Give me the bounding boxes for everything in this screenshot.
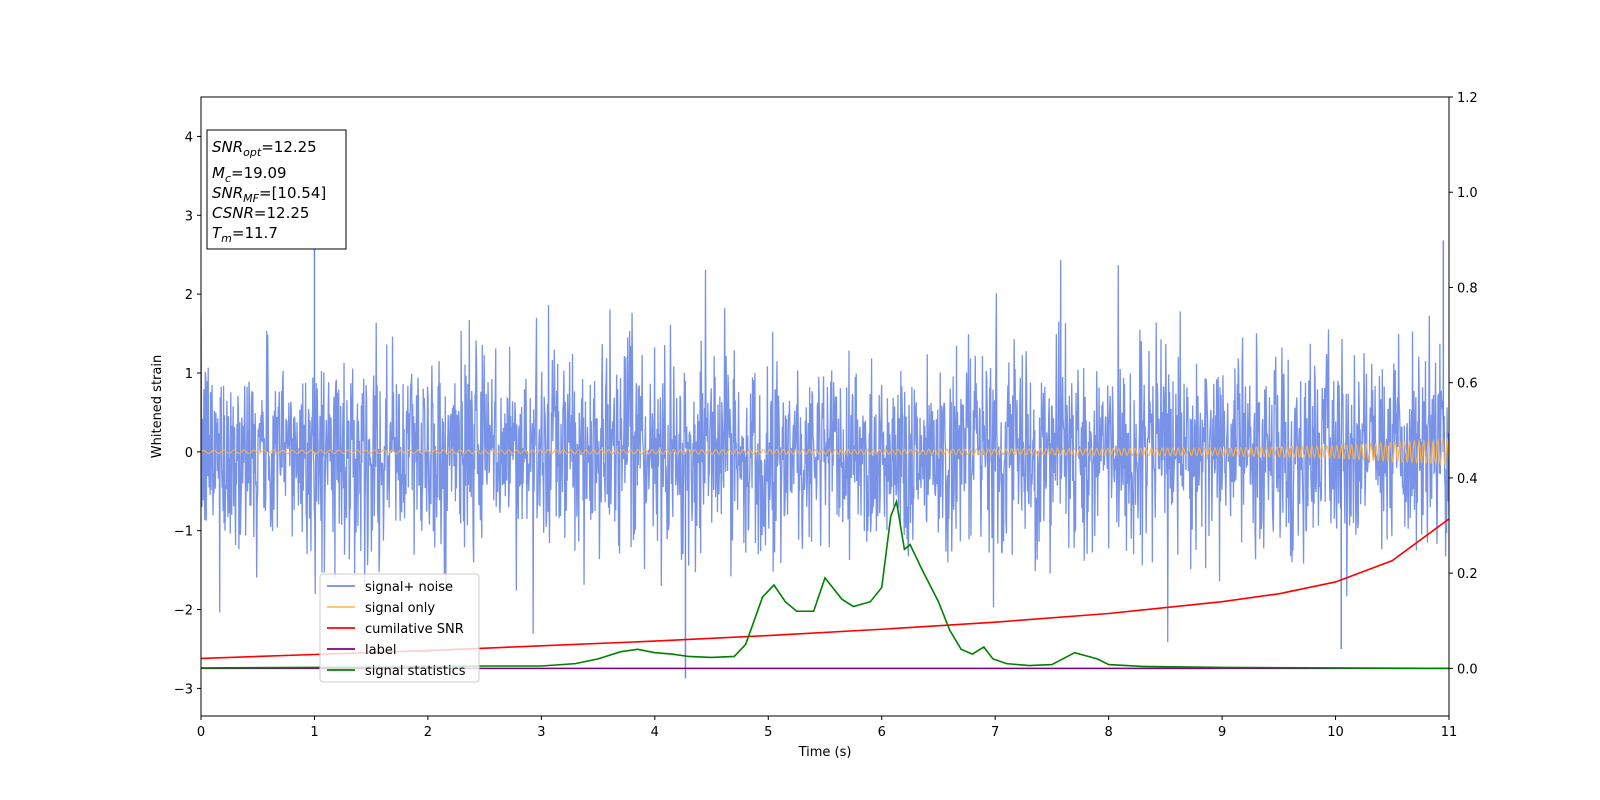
legend: signal+ noise signal only cumilative SNR la… [319, 573, 480, 683]
x-tick-label: 4 [651, 725, 659, 740]
y-right-tick-label: 0.6 [1457, 377, 1478, 392]
legend-label: signal only [365, 601, 435, 616]
y-left-tick-label: 1 [185, 367, 193, 382]
annotation-tm: Tm=11.7 [212, 224, 278, 245]
y-right-tick-label: 0.2 [1457, 567, 1478, 582]
x-tick-label: 7 [991, 725, 999, 740]
series-signal-noise-line [201, 260, 1449, 643]
y-left-tick-label: 3 [185, 209, 193, 224]
x-tick-label: 5 [764, 725, 772, 740]
y-left-tick-label: 2 [185, 288, 193, 303]
annotation-box: SNRopt=12.25 Mc=19.09SNRMF=[10.54]CSNR=12… [206, 129, 347, 250]
annotation-csnr: CSNR=12.25 [212, 204, 309, 222]
x-tick-label: 9 [1218, 725, 1226, 740]
y-left-tick-label: −1 [174, 525, 193, 540]
x-tick-label: 6 [878, 725, 886, 740]
annotation-snr-mf: SNRMF=[10.54] [212, 184, 326, 205]
y-left-tick-label: −3 [174, 682, 193, 697]
y-axis-label: Whitened strain [150, 355, 165, 458]
series-signal-statistics-line [201, 498, 1449, 670]
y-right-tick-label: 1.0 [1457, 186, 1478, 201]
x-axis-label: Time (s) [798, 745, 852, 760]
annotation-mc: Mc=19.09 [212, 164, 287, 185]
legend-label: cumilative SNR [365, 622, 464, 637]
plot-frame [200, 96, 1450, 717]
x-tick-label: 8 [1104, 725, 1112, 740]
y-right-tick-label: 0.8 [1457, 281, 1478, 296]
legend-label: signal+ noise [365, 580, 453, 595]
x-tick-label: 2 [424, 725, 432, 740]
y-right-tick-label: 1.2 [1457, 91, 1478, 106]
legend-label: signal statistics [365, 664, 466, 679]
y-left-tick-label: −2 [174, 604, 193, 619]
legend-frame [319, 573, 480, 683]
x-tick-label: 0 [197, 725, 205, 740]
axes: 0 1 2 3 4 5 6 7 8 9 10 1143210−1−2−31.21.00.80.60.4… [150, 91, 1478, 760]
annotation-snr-opt: SNRopt=12.25 [212, 138, 317, 159]
x-tick-label: 3 [537, 725, 545, 740]
x-tick-label: 10 [1327, 725, 1344, 740]
x-tick-label: 11 [1441, 725, 1458, 740]
y-left-tick-label: 4 [185, 130, 193, 145]
y-right-tick-label: 0.0 [1457, 662, 1478, 677]
series-signal-only-line [201, 437, 1449, 467]
legend-label: label [365, 643, 396, 658]
annotation-frame [206, 129, 347, 250]
x-tick-label: 1 [310, 725, 318, 740]
y-right-tick-label: 0.4 [1457, 472, 1478, 487]
y-left-tick-label: 0 [185, 446, 193, 461]
